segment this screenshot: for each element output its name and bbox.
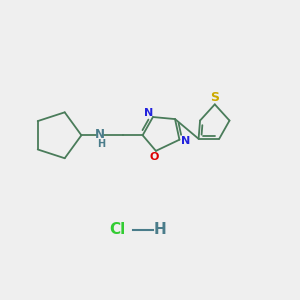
Text: Cl: Cl xyxy=(110,222,126,237)
Text: S: S xyxy=(210,92,219,104)
Text: N: N xyxy=(181,136,190,146)
Text: O: O xyxy=(150,152,159,162)
Text: N: N xyxy=(144,108,153,118)
Text: H: H xyxy=(154,222,167,237)
Text: H: H xyxy=(98,139,106,148)
Text: N: N xyxy=(95,128,105,141)
